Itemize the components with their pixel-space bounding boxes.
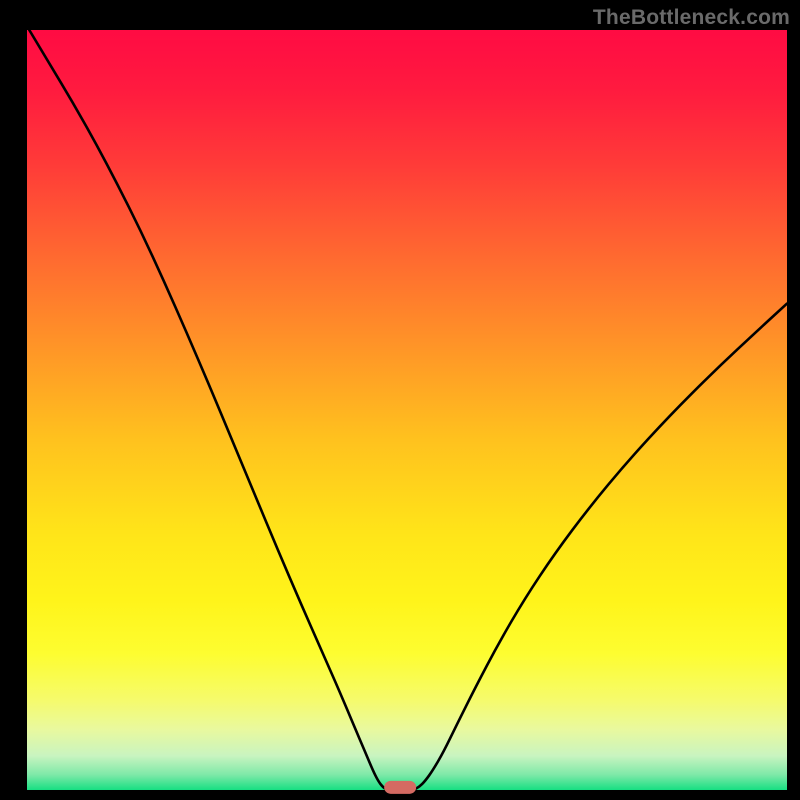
optimal-marker [384, 781, 416, 794]
bottleneck-chart [0, 0, 800, 800]
chart-container: TheBottleneck.com [0, 0, 800, 800]
gradient-background [27, 30, 787, 790]
watermark-text: TheBottleneck.com [593, 6, 790, 30]
